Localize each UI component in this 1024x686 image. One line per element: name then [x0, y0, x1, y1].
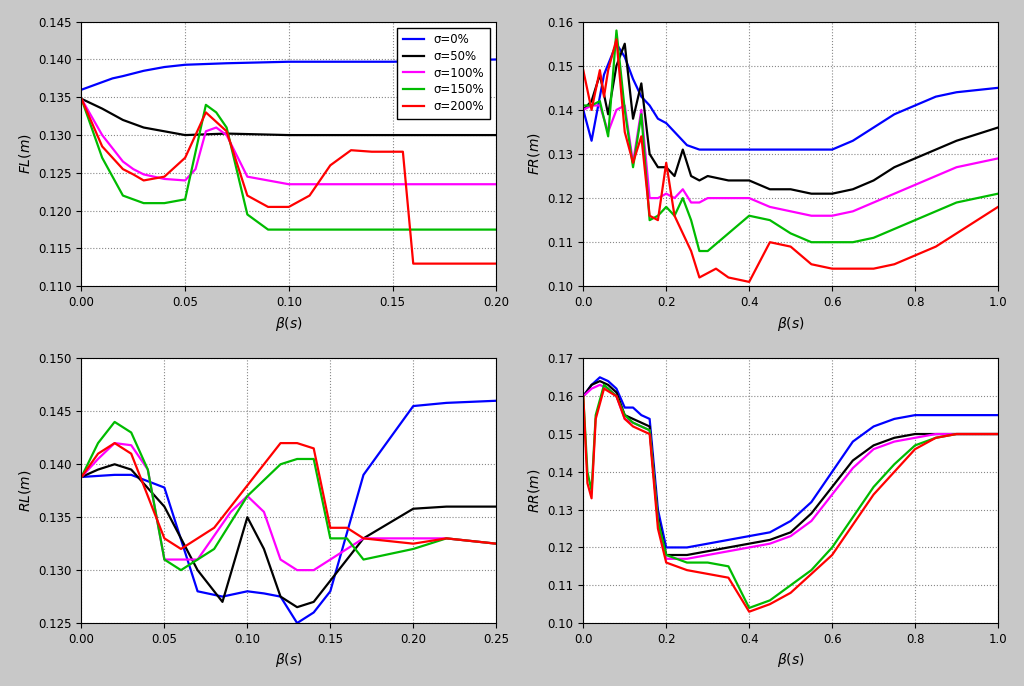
Legend: σ=0%, σ=50%, σ=100%, σ=150%, σ=200%: σ=0%, σ=50%, σ=100%, σ=150%, σ=200% [397, 27, 490, 119]
Y-axis label: $RL(m)$: $RL(m)$ [16, 469, 33, 512]
X-axis label: $\beta(s)$: $\beta(s)$ [777, 315, 805, 333]
Y-axis label: $FR(m)$: $FR(m)$ [526, 132, 542, 176]
Y-axis label: $FL(m)$: $FL(m)$ [16, 134, 33, 174]
X-axis label: $\beta(s)$: $\beta(s)$ [275, 651, 303, 670]
X-axis label: $\beta(s)$: $\beta(s)$ [777, 651, 805, 670]
Y-axis label: $RR(m)$: $RR(m)$ [526, 469, 542, 513]
X-axis label: $\beta(s)$: $\beta(s)$ [275, 315, 303, 333]
